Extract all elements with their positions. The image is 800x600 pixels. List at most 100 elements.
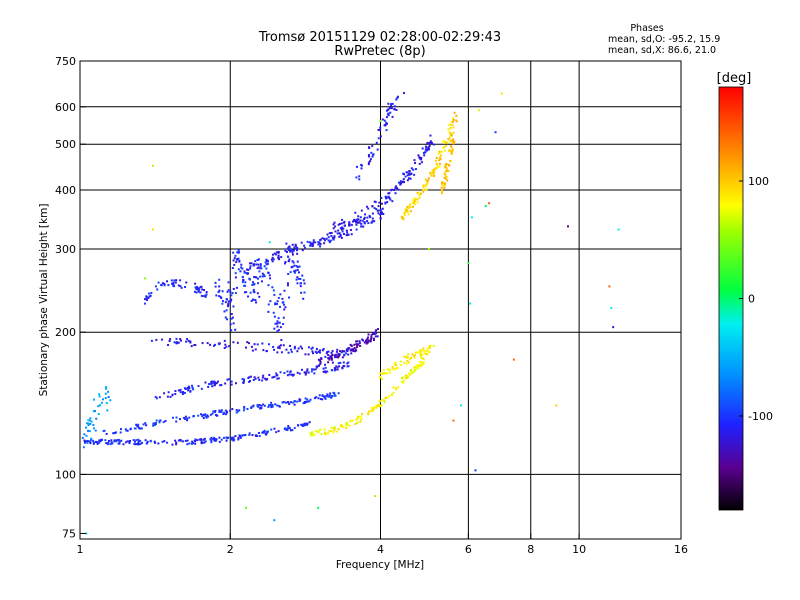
- data-point: [222, 411, 225, 414]
- data-point: [277, 296, 280, 299]
- data-point: [89, 422, 92, 425]
- data-point: [394, 192, 397, 195]
- data-point: [290, 348, 293, 351]
- data-point: [337, 362, 340, 365]
- data-point: [370, 409, 373, 412]
- data-point: [262, 403, 265, 406]
- data-point: [163, 392, 166, 395]
- data-point: [246, 268, 249, 271]
- data-point: [144, 298, 147, 301]
- data-point: [425, 352, 428, 355]
- data-point: [197, 414, 200, 417]
- data-point: [200, 387, 203, 390]
- data-point: [298, 265, 301, 268]
- data-point: [206, 342, 209, 345]
- data-point: [120, 439, 123, 442]
- data-point: [247, 268, 250, 271]
- data-point: [214, 285, 217, 288]
- data-point: [207, 385, 210, 388]
- data-point: [158, 419, 161, 422]
- data-point: [374, 495, 377, 498]
- data-point: [104, 397, 107, 400]
- data-point: [327, 236, 330, 239]
- data-point: [263, 275, 266, 278]
- data-point: [265, 258, 268, 261]
- data-point: [281, 297, 284, 300]
- data-point: [414, 366, 417, 369]
- data-point: [235, 411, 238, 414]
- data-point: [257, 376, 260, 379]
- data-point: [379, 213, 382, 216]
- data-point: [139, 427, 142, 430]
- data-point: [436, 165, 439, 168]
- data-point: [178, 418, 181, 421]
- data-point: [346, 424, 349, 427]
- data-point: [181, 440, 184, 443]
- data-point: [429, 344, 432, 347]
- data-point: [418, 162, 421, 165]
- data-point: [253, 282, 256, 285]
- data-point: [271, 405, 274, 408]
- data-point: [288, 373, 291, 376]
- x-tick-label: 1: [77, 543, 84, 556]
- data-point: [277, 346, 280, 349]
- data-point: [379, 208, 382, 211]
- data-point: [358, 342, 361, 345]
- data-point: [257, 266, 260, 269]
- data-point: [299, 345, 302, 348]
- data-point: [378, 201, 381, 204]
- data-point: [418, 351, 421, 354]
- data-point: [424, 178, 427, 181]
- data-point: [185, 281, 188, 284]
- data-point: [399, 180, 402, 183]
- data-point: [422, 361, 425, 364]
- data-point: [340, 222, 343, 225]
- data-point: [280, 351, 283, 354]
- data-point: [427, 148, 430, 151]
- data-point: [452, 117, 455, 120]
- data-point: [301, 274, 304, 277]
- data-point: [194, 442, 197, 445]
- data-point: [395, 185, 398, 188]
- data-point: [260, 407, 263, 410]
- data-point: [174, 281, 177, 284]
- data-point: [383, 119, 386, 122]
- data-point: [93, 427, 96, 430]
- data-point: [390, 104, 393, 107]
- data-point: [323, 432, 326, 435]
- data-point: [98, 441, 101, 444]
- data-point: [374, 330, 377, 333]
- data-point: [384, 372, 387, 375]
- data-point: [279, 305, 282, 308]
- data-point: [413, 200, 416, 203]
- data-point: [291, 265, 294, 268]
- data-point: [253, 291, 256, 294]
- data-point: [124, 428, 127, 431]
- data-point: [257, 263, 260, 266]
- data-point: [269, 300, 272, 303]
- data-point: [298, 399, 301, 402]
- data-point: [470, 216, 473, 219]
- data-point: [341, 349, 344, 352]
- data-point: [363, 216, 366, 219]
- data-point: [279, 344, 282, 347]
- data-point: [445, 176, 448, 179]
- data-point: [404, 175, 407, 178]
- data-point: [367, 222, 370, 225]
- data-point: [274, 403, 277, 406]
- data-point: [113, 440, 116, 443]
- data-point: [298, 398, 301, 401]
- data-point: [361, 412, 364, 415]
- data-point: [390, 189, 393, 192]
- data-point: [186, 387, 189, 390]
- data-point: [276, 377, 279, 380]
- data-point: [452, 126, 455, 129]
- data-point: [340, 351, 343, 354]
- data-point: [270, 428, 273, 431]
- data-point: [409, 210, 412, 213]
- data-point: [227, 289, 230, 292]
- data-point: [440, 189, 443, 192]
- data-point: [231, 438, 234, 441]
- data-point: [82, 446, 85, 449]
- data-point: [214, 413, 217, 416]
